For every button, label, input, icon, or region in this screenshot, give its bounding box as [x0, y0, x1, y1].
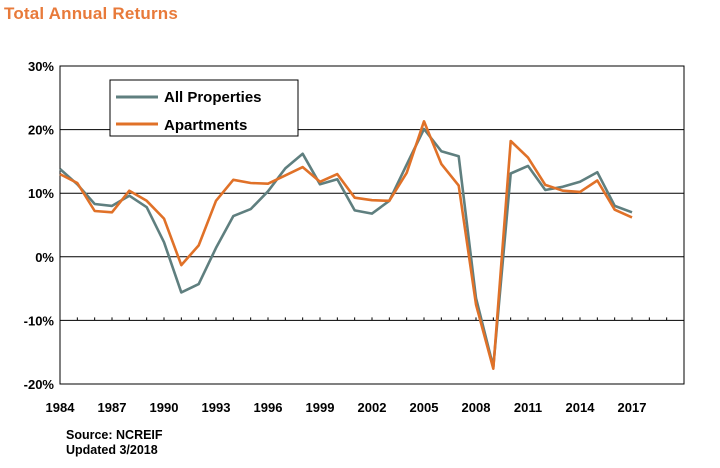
x-tick-label: 2011 — [514, 400, 542, 415]
x-tick-label: 2017 — [618, 400, 647, 415]
x-tick-label: 2014 — [566, 400, 596, 415]
legend-box — [109, 79, 299, 137]
x-tick-label: 1993 — [202, 400, 231, 415]
x-tick-label: 1996 — [254, 400, 283, 415]
y-axis: 30% 20% 10% 0% -10% -20% — [24, 59, 55, 392]
legend: All Properties Apartments — [109, 79, 299, 137]
x-tick-label: 1984 — [46, 400, 76, 415]
x-tick-label: 2005 — [410, 400, 439, 415]
y-tick-label: 20% — [28, 123, 54, 138]
series-line-apartments — [59, 120, 633, 371]
updated-note: Updated 3/2018 — [66, 443, 158, 457]
x-tick-label: 1990 — [150, 400, 179, 415]
y-tick-label: 10% — [28, 186, 54, 201]
y-tick-label: -20% — [24, 377, 55, 392]
chart-title: Total Annual Returns — [4, 4, 178, 23]
series-lines — [59, 120, 633, 371]
y-tick-label: 0% — [35, 250, 54, 265]
y-tick-label: 30% — [28, 59, 54, 74]
x-tick-label: 2002 — [358, 400, 387, 415]
x-tick-label: 1999 — [306, 400, 335, 415]
legend-label-apartments: Apartments — [164, 117, 247, 134]
y-tick-label: -10% — [24, 313, 55, 328]
x-tick-label: 2008 — [462, 400, 491, 415]
series-line-all-properties — [59, 127, 633, 369]
legend-label-all-properties: All Properties — [164, 89, 262, 106]
source-note: Source: NCREIF — [66, 428, 163, 442]
x-axis: 1984 1987 1990 1993 1996 1999 2002 2005 2008 2011… — [46, 400, 647, 415]
x-tick-label: 1987 — [98, 400, 127, 415]
chart-footer: Source: NCREIF Updated 3/2018 — [66, 428, 163, 458]
